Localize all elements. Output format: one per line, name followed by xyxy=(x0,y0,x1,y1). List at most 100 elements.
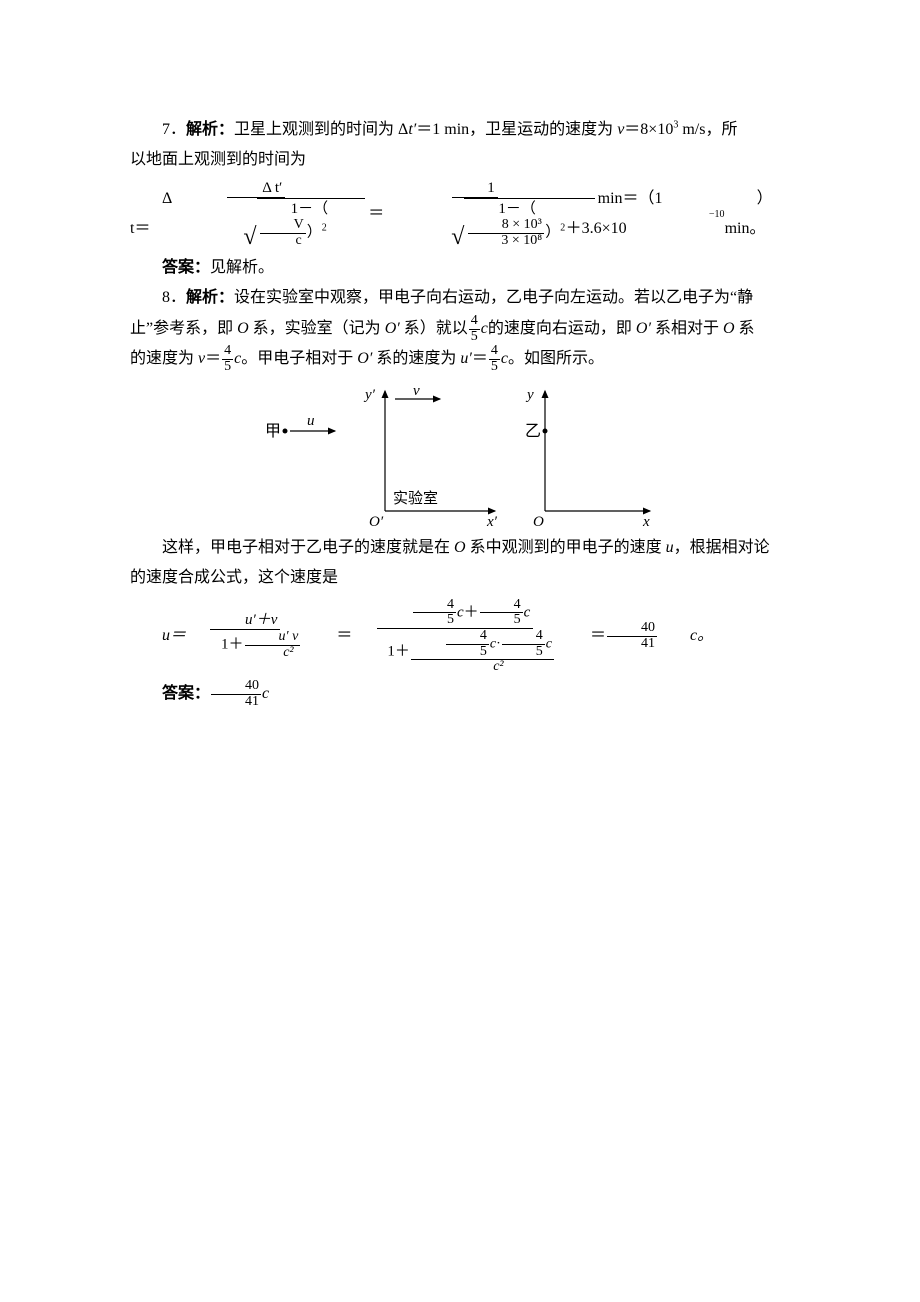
p7-equation: Δ t＝ Δ t′ √ 1－（Vc）2 ＝ 1 √ xyxy=(130,180,790,249)
c3: c xyxy=(501,350,508,367)
p8-line3: 的速度为 v＝45c。甲电子相对于 O′ 系的速度为 u′＝45c。如图所示。 xyxy=(130,344,790,375)
l2c: 系）就以 xyxy=(400,320,468,337)
t1c: ＝8×10 xyxy=(624,121,673,138)
l3d: 。如图所示。 xyxy=(508,350,604,367)
yi-label: 乙 xyxy=(525,423,541,440)
p8-line2: 止”参考系，即 O 系，实验室（记为 O′ 系）就以45c的速度向右运动，即 O… xyxy=(130,314,790,345)
eq2-lhs: u＝ xyxy=(130,621,186,651)
t1d: m/s，所 xyxy=(678,121,737,138)
den2-pre: 1－ xyxy=(498,201,521,217)
O3: O xyxy=(454,539,466,556)
eq8b: ＝ xyxy=(472,350,488,367)
t2d: 5 xyxy=(480,613,523,628)
l3b: 。甲电子相对于 xyxy=(241,350,357,367)
p8-line1: 8．解析：设在实验室中观察，甲电子向右运动，乙电子向左运动。若以乙电子为“静 xyxy=(130,283,790,313)
Op1: O′ xyxy=(385,320,400,337)
f45d3: 5 xyxy=(489,360,500,375)
eq8: ＝ xyxy=(205,350,221,367)
b2d: 5 xyxy=(502,645,545,660)
cc1: c xyxy=(457,604,464,620)
l2b: 系，实验室（记为 xyxy=(249,320,385,337)
f1dd: c² xyxy=(249,646,295,661)
eq2b: ＝ xyxy=(558,621,606,651)
t1n: 4 xyxy=(413,598,456,614)
l2f: 系 xyxy=(735,320,755,337)
eq2-f1: u′＋v 1＋u′ vc² xyxy=(186,612,304,661)
eq1: ＝ xyxy=(336,199,384,229)
n2: 8 × 10³ xyxy=(468,218,544,234)
eq2-f2: 45c＋45c 1＋45c·45cc² xyxy=(352,598,558,675)
xprime-label: x′ xyxy=(486,514,498,530)
tail: c。 xyxy=(658,621,713,651)
ans-c: c xyxy=(262,685,269,702)
l2d: 的速度向右运动，即 xyxy=(488,320,636,337)
answer-label-7: 答案： xyxy=(162,259,210,276)
t1b: ＝1 min，卫星运动的速度为 xyxy=(416,121,617,138)
p8-equation: u＝ u′＋v 1＋u′ vc² ＝ 45c＋45c 1＋45c·45cc² ＝… xyxy=(130,598,790,675)
f1num: u′＋v xyxy=(210,612,280,630)
analysis-label-8: 解析： xyxy=(186,289,234,306)
O1: O xyxy=(237,320,249,337)
csq: c² xyxy=(459,660,505,675)
answer-text-7: 见解析。 xyxy=(210,259,274,276)
u1: u xyxy=(666,539,674,556)
b1n: 4 xyxy=(446,629,489,645)
p7-line1: 7．解析：卫星上观测到的时间为 Δt′＝1 min，卫星运动的速度为 v＝8×1… xyxy=(130,115,790,145)
p8-number: 8． xyxy=(162,289,186,306)
c1: c xyxy=(481,320,488,337)
b2n: 4 xyxy=(502,629,545,645)
sq2: 2 xyxy=(560,223,565,234)
l3a: 的速度为 xyxy=(130,350,198,367)
cc3: c xyxy=(490,636,496,651)
jia-label: 甲 xyxy=(265,423,281,440)
sq1: 2 xyxy=(322,223,327,234)
f1da: 1＋ xyxy=(221,637,244,653)
l4c: ，根据相对论 xyxy=(674,539,770,556)
f45d2: 5 xyxy=(222,360,233,375)
v-label: v xyxy=(413,383,420,399)
p8-line4: 这样，甲电子相对于乙电子的速度就是在 O 系中观测到的甲电子的速度 u，根据相对… xyxy=(130,533,790,563)
answer-label-8: 答案： xyxy=(162,685,210,702)
u-label: u xyxy=(307,413,315,429)
jia-point xyxy=(283,428,288,433)
coordinate-diagram: 甲 u O′ x′ y′ v 实验室 O x y 乙 xyxy=(265,381,655,531)
frac1-num: Δ t′ xyxy=(227,180,285,198)
O2: O xyxy=(723,320,735,337)
O-label: O xyxy=(533,514,544,530)
Op3: O′ xyxy=(357,350,372,367)
l3c: 系的速度为 xyxy=(372,350,460,367)
t2n: 4 xyxy=(480,598,523,614)
unit1: min＝（1＋3.6×10 xyxy=(566,184,677,245)
cc2: c xyxy=(524,604,531,620)
diagram-container: 甲 u O′ x′ y′ v 实验室 O x y 乙 xyxy=(130,381,790,531)
f45n2: 4 xyxy=(222,344,233,360)
p8-line5: 的速度合成公式，这个速度是 xyxy=(130,563,790,593)
den-pre: 1－ xyxy=(291,201,314,217)
t1d: 5 xyxy=(413,613,456,628)
p8-t1: 设在实验室中观察，甲电子向右运动，乙电子向左运动。若以乙电子为“静 xyxy=(234,289,753,306)
frac2: 1 √ 1－（8 × 10³3 × 10⁸）2 xyxy=(384,180,565,249)
unit2: ） min。 xyxy=(725,184,790,245)
Vd: c xyxy=(262,234,304,249)
denpre2: 1＋ xyxy=(387,643,410,659)
f45n3: 4 xyxy=(489,344,500,360)
resn: 40 xyxy=(607,621,657,637)
page: 7．解析：卫星上观测到的时间为 Δt′＝1 min，卫星运动的速度为 v＝8×1… xyxy=(0,0,920,1302)
analysis-label: 解析： xyxy=(186,121,234,138)
l2a: 止”参考系，即 xyxy=(130,320,237,337)
cc4: c xyxy=(546,636,552,651)
x-label: x xyxy=(642,514,650,530)
Oprime-label: O′ xyxy=(369,514,384,530)
frac2-num: 1 xyxy=(452,180,498,198)
resexp: −10 xyxy=(677,205,725,224)
l2e: 系相对于 xyxy=(651,320,723,337)
ans-n: 40 xyxy=(211,679,261,695)
y-label: y xyxy=(525,387,534,403)
l4a: 这样，甲电子相对于乙电子的速度就是在 xyxy=(162,539,454,556)
resd: 41 xyxy=(607,637,657,652)
ans-d: 41 xyxy=(211,695,261,710)
p7-number: 7． xyxy=(162,121,186,138)
yprime-label: y′ xyxy=(363,387,376,403)
frac1: Δ t′ √ 1－（Vc）2 xyxy=(176,180,336,249)
up1: u′ xyxy=(460,350,472,367)
